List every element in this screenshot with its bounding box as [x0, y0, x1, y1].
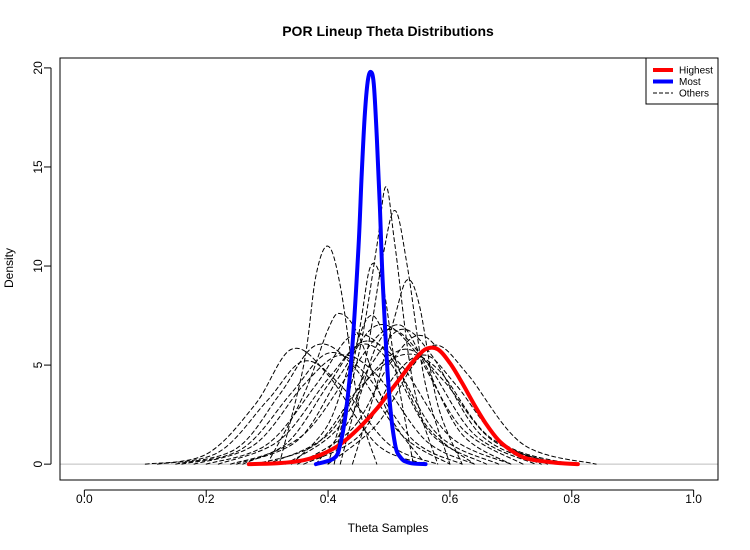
y-tick-label: 5 [31, 361, 45, 368]
x-tick-label: 0.6 [442, 492, 459, 506]
series-line-others-7 [144, 347, 427, 465]
chart-title: POR Lineup Theta Distributions [282, 23, 494, 39]
series-line-others-17 [254, 353, 548, 465]
series-line-others-21 [303, 354, 573, 465]
series-line-others-18 [284, 348, 561, 465]
y-tick-label: 15 [31, 160, 45, 174]
series-line-others-3 [339, 210, 451, 465]
x-tick-label: 1.0 [685, 492, 702, 506]
series-line-others-8 [175, 343, 451, 465]
series-line-others-16 [242, 328, 536, 465]
series-line-others-20 [230, 343, 487, 465]
series-line-others-13 [327, 344, 597, 465]
legend-label-others: Others [679, 89, 709, 100]
plot-area [60, 69, 718, 467]
x-tick-label: 0.4 [320, 492, 337, 506]
y-axis-label: Density [2, 248, 16, 288]
series-line-others-5 [351, 279, 463, 465]
series-line-others-11 [266, 328, 542, 465]
axes: 0.0 0.2 0.4 0.6 0.8 1.0 0 5 10 15 20 [31, 57, 719, 506]
series-line-others-1 [278, 245, 378, 465]
x-tick-label: 0.2 [198, 492, 215, 506]
y-tick-label: 20 [31, 61, 45, 75]
series-line-others-19 [156, 360, 439, 465]
series-line-highest [246, 345, 580, 467]
legend-label-highest: Highest [679, 66, 713, 77]
series-line-others-23 [291, 315, 475, 465]
x-axis-label: Theta Samples [348, 521, 429, 535]
series-line-others-2 [327, 186, 439, 465]
series-line-others-10 [236, 324, 524, 465]
series-line-others-14 [193, 354, 475, 465]
series-line-others-15 [217, 340, 512, 465]
x-tick-label: 0.0 [76, 492, 93, 506]
series-line-others-24 [181, 352, 463, 465]
series-line-others-4 [333, 262, 414, 465]
series-line-others-22 [315, 324, 512, 465]
series-line-most [313, 69, 428, 467]
legend-label-most: Most [679, 77, 701, 88]
y-tick-label: 10 [31, 259, 45, 273]
y-tick-label: 0 [31, 460, 45, 467]
plot-frame [59, 57, 719, 481]
x-tick-label: 0.8 [563, 492, 580, 506]
